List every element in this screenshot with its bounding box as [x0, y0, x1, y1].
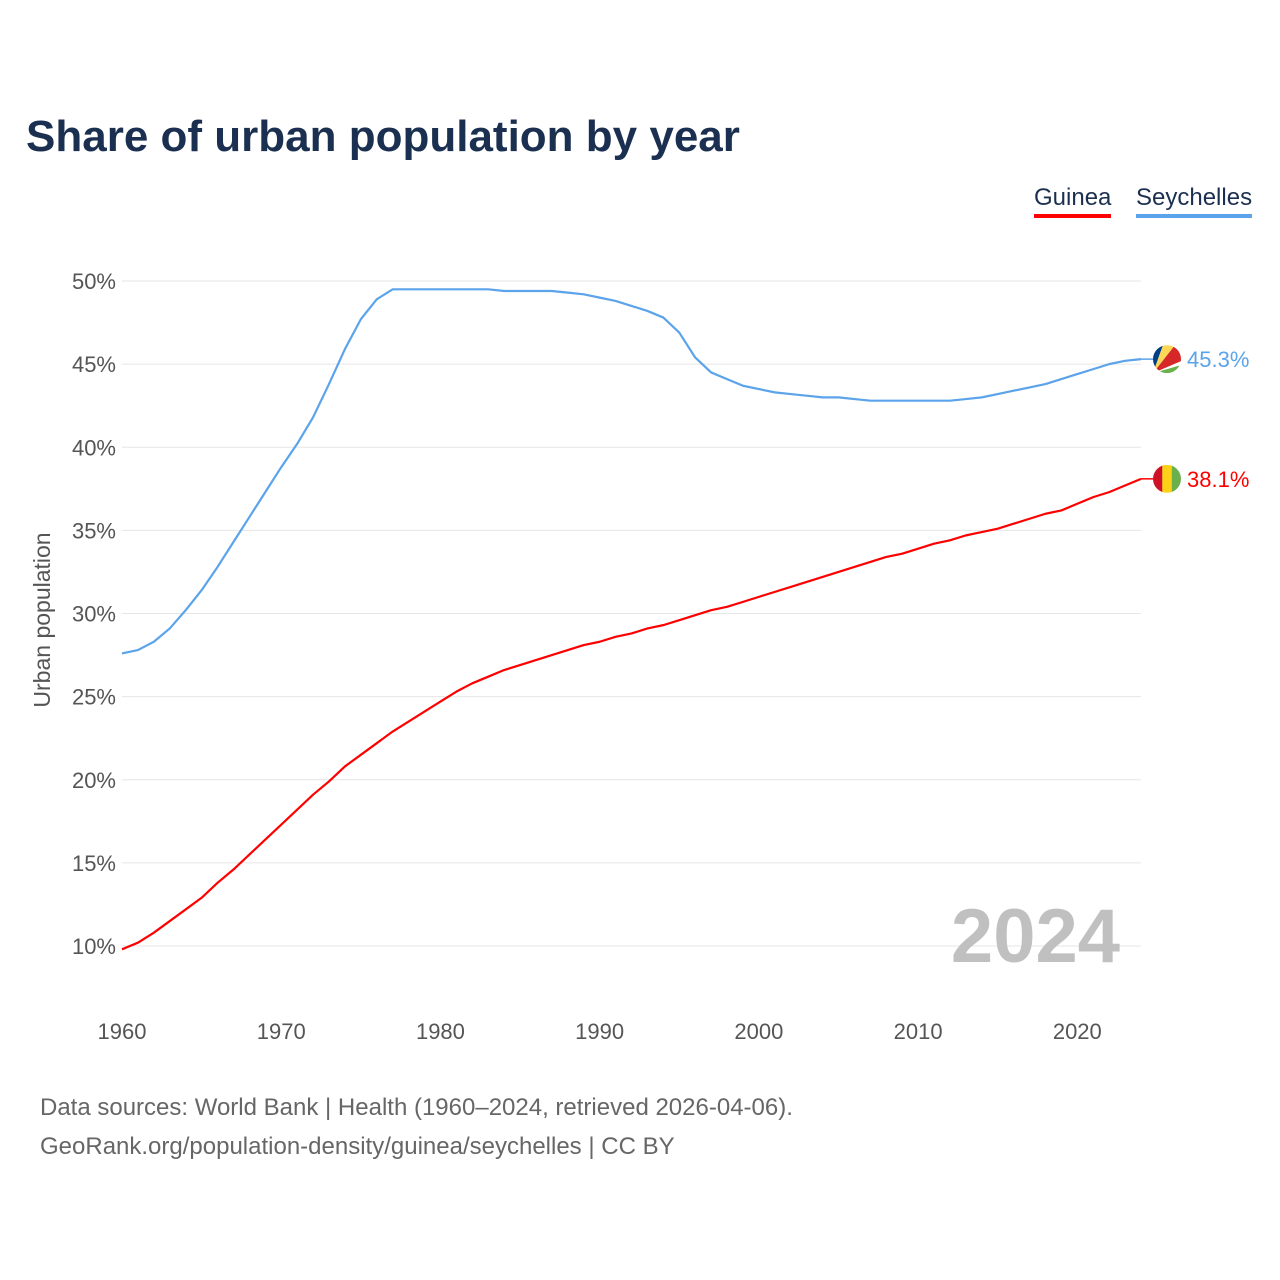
seychelles-flag-icon	[1153, 345, 1181, 374]
line-chart: 10% 15% 20% 25% 30% 35% 40% 45% 50% 1960 1970 1980…	[29, 269, 1249, 1044]
y-axis-label: Urban population	[29, 532, 55, 707]
year-watermark: 2024	[951, 894, 1120, 979]
source-note: Data sources: World Bank | Health (1960–…	[40, 1088, 793, 1166]
x-tick-label: 1990	[575, 1019, 624, 1044]
x-tick-label: 2000	[734, 1019, 783, 1044]
source-line-1: Data sources: World Bank | Health (1960–…	[40, 1094, 793, 1121]
end-value-label-guinea: 38.1%	[1187, 467, 1249, 492]
x-tick-label: 1960	[98, 1019, 147, 1044]
y-tick-label: 15%	[72, 851, 116, 876]
y-tick-label: 20%	[72, 768, 116, 793]
x-tick-label: 1980	[416, 1019, 465, 1044]
x-tick-label: 2010	[894, 1019, 943, 1044]
guinea-flag-icon	[1153, 464, 1181, 493]
x-tick-label: 2020	[1053, 1019, 1102, 1044]
series-line-guinea[interactable]	[121, 477, 1142, 951]
source-line-2[interactable]: GeoRank.org/population-density/guinea/se…	[40, 1133, 675, 1160]
legend-item-seychelles[interactable]: Seychelles	[1136, 184, 1253, 218]
y-tick-label: 50%	[72, 269, 116, 294]
legend-item-guinea[interactable]: Guinea	[1034, 184, 1112, 218]
series-line-seychelles[interactable]	[121, 288, 1142, 655]
y-tick-label: 40%	[72, 435, 116, 460]
y-tick-label: 45%	[72, 352, 116, 377]
y-tick-label: 25%	[72, 685, 116, 710]
x-tick-label: 1970	[257, 1019, 306, 1044]
y-tick-label: 35%	[72, 518, 116, 543]
chart-title: Share of urban population by year	[26, 112, 740, 161]
y-tick-label: 10%	[72, 934, 116, 959]
end-value-label-seychelles: 45.3%	[1187, 347, 1249, 372]
y-tick-label: 30%	[72, 602, 116, 627]
